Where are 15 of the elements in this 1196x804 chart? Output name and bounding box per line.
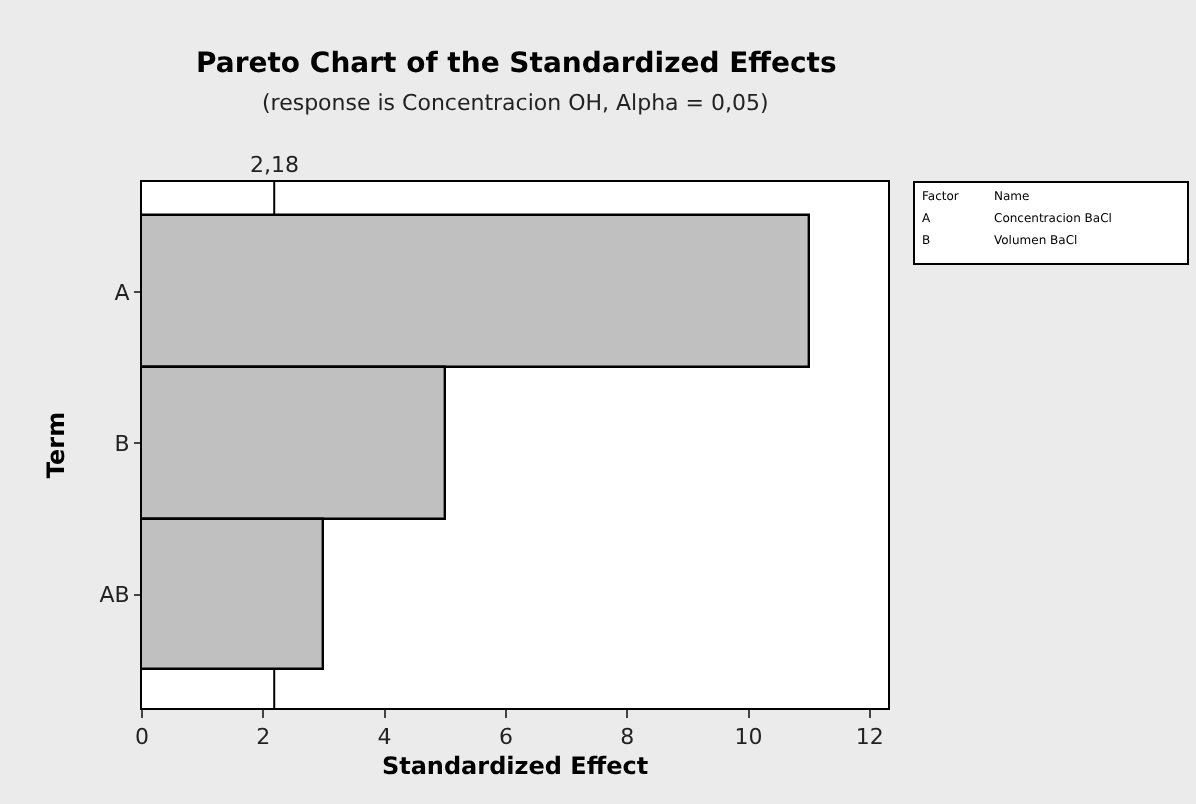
x-tick-label: 0 — [135, 724, 149, 751]
y-tick-label: B — [114, 431, 130, 458]
x-tick-label: 12 — [855, 724, 884, 751]
x-tick-label: 2 — [256, 724, 271, 751]
ref-line-label: 2,18 — [250, 152, 299, 178]
x-tick-label: 4 — [377, 724, 392, 751]
chart-title: Pareto Chart of the Standardized Effects — [196, 48, 837, 80]
x-tick-label: 6 — [498, 724, 513, 751]
x-axis-title: Standardized Effect — [381, 752, 649, 781]
y-tick-label: A — [114, 280, 131, 307]
x-tick-label: 8 — [620, 724, 635, 751]
y-tick-label: AB — [99, 582, 130, 609]
y-axis-title: Term — [42, 411, 71, 479]
x-tick-label: 10 — [734, 724, 763, 751]
chart-subtitle: (response is Concentracion OH, Alpha = 0,05) — [262, 90, 769, 116]
